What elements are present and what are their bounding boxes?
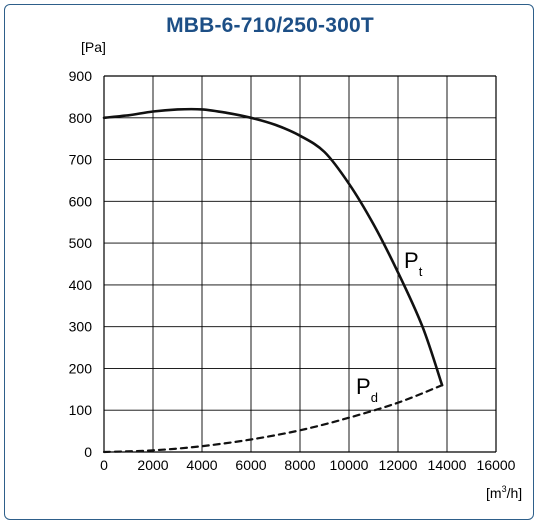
x-tick-label: 0 <box>100 457 108 473</box>
x-tick-label: 16000 <box>477 457 516 473</box>
y-tick-label: 400 <box>69 277 93 293</box>
series-line-t <box>102 107 444 387</box>
x-tick-label: 8000 <box>284 457 315 473</box>
x-axis-label-tail: /h] <box>507 485 523 501</box>
x-axis-label: [m3/h] <box>486 484 522 501</box>
y-tick-label: 800 <box>69 110 93 126</box>
y-tick-label: 300 <box>69 319 93 335</box>
y-tick-label: 900 <box>69 68 93 84</box>
series-line-d <box>102 384 444 454</box>
y-tick-label: 0 <box>84 444 92 460</box>
x-axis-label-sup: 3 <box>502 484 507 494</box>
x-tick-label: 6000 <box>235 457 266 473</box>
y-tick-label: 500 <box>69 235 93 251</box>
x-tick-label: 12000 <box>379 457 418 473</box>
x-tick-labels: 0 2000 4000 6000 8000 10000 12000 14000 16000 <box>100 457 516 473</box>
chart-frame <box>4 4 534 520</box>
series-label-t: Pt <box>404 248 423 279</box>
x-tick-label: 4000 <box>186 457 217 473</box>
x-tick-label: 14000 <box>428 457 467 473</box>
grid-lines <box>103 75 497 453</box>
x-axis-label-base: [m <box>486 485 502 501</box>
y-tick-label: 600 <box>69 193 93 209</box>
series-label-d: Pd <box>356 374 378 405</box>
y-tick-label: 200 <box>69 360 93 376</box>
y-axis-label: [Pa] <box>81 39 106 55</box>
x-tick-label: 2000 <box>137 457 168 473</box>
chart-title: MBB-6-710/250-300T <box>166 14 374 37</box>
y-tick-labels: 0 100 200 300 400 500 600 700 800 900 <box>69 68 93 460</box>
series-lines <box>102 107 444 454</box>
x-tick-label: 10000 <box>330 457 369 473</box>
y-tick-label: 700 <box>69 152 93 168</box>
y-tick-label: 100 <box>69 402 93 418</box>
series-labels: Pt Pd <box>356 248 423 405</box>
